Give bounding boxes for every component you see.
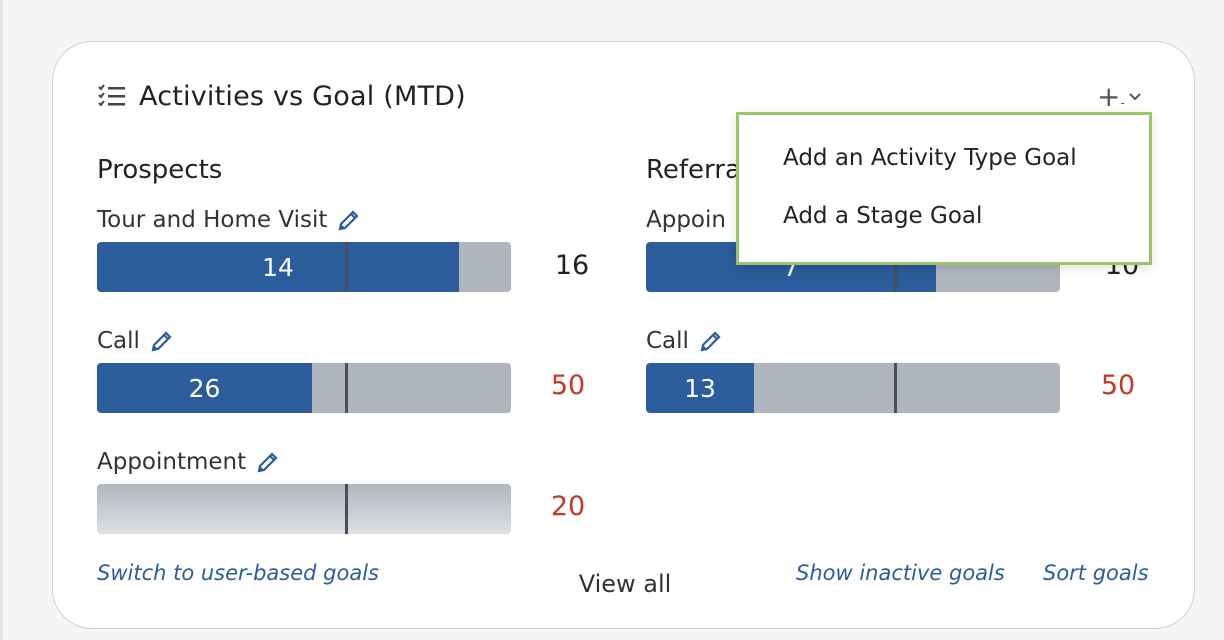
menu-item-add-stage-goal[interactable]: Add a Stage Goal [783,203,983,229]
menu-item-add-activity-type-goal[interactable]: Add an Activity Type Goal [783,145,1077,171]
section-title-referrals: Referra [646,155,741,185]
goal-label: Tour and Home Visit [97,207,361,233]
card-header: Activities vs Goal (MTD) [97,76,466,116]
pencil-icon[interactable] [150,329,174,353]
goal-target: 16 [554,250,590,281]
page-edge [0,0,3,640]
view-all-link[interactable]: View all [578,570,672,598]
switch-user-goals-link[interactable]: Switch to user-based goals [97,561,379,585]
goal-label-text: Call [646,328,689,354]
goal-progress-bar: 26 [97,363,511,413]
goal-label-text: Tour and Home Visit [97,207,328,233]
show-inactive-goals-link[interactable]: Show inactive goals [796,561,1005,585]
actual-value: 13 [684,373,716,403]
actual-value: 26 [188,373,221,403]
pace-marker [894,242,897,292]
pace-marker [894,363,897,413]
goal-label: Appoin [646,207,726,233]
chevron-down-icon [1129,86,1141,105]
actual-value: 14 [262,252,294,282]
goal-target: 50 [1100,370,1136,401]
progress-fill [97,363,312,413]
pencil-icon[interactable] [699,329,723,353]
goal-target: 50 [550,370,586,401]
minus-mark: - [1120,96,1125,110]
pencil-icon[interactable] [337,208,361,232]
goal-label: Call [646,328,723,354]
goal-label-text: Appointment [97,449,247,475]
progress-fill [97,242,459,292]
goal-label-text: Appoin [646,207,726,233]
goal-label: Call [97,328,174,354]
goal-progress-bar: 13 [646,363,1060,413]
add-goal-menu-toggle[interactable]: + - [1097,82,1157,112]
goal-label-text: Call [97,328,140,354]
checklist-icon [97,83,127,109]
section-title-prospects: Prospects [97,155,223,185]
goal-label: Appointment [97,449,280,475]
card-title: Activities vs Goal (MTD) [139,80,466,112]
pace-marker [345,363,348,413]
add-goal-dropdown: Add an Activity Type Goal Add a Stage Go… [736,112,1152,265]
pace-marker [345,484,348,534]
goal-target: 20 [550,491,586,522]
progress-fill [646,363,754,413]
goal-progress-bar [97,484,511,534]
goal-progress-bar: 14 [97,242,511,292]
plus-icon: + [1097,80,1121,113]
pencil-icon[interactable] [256,450,280,474]
sort-goals-link[interactable]: Sort goals [1043,561,1149,585]
pace-marker [345,242,348,292]
